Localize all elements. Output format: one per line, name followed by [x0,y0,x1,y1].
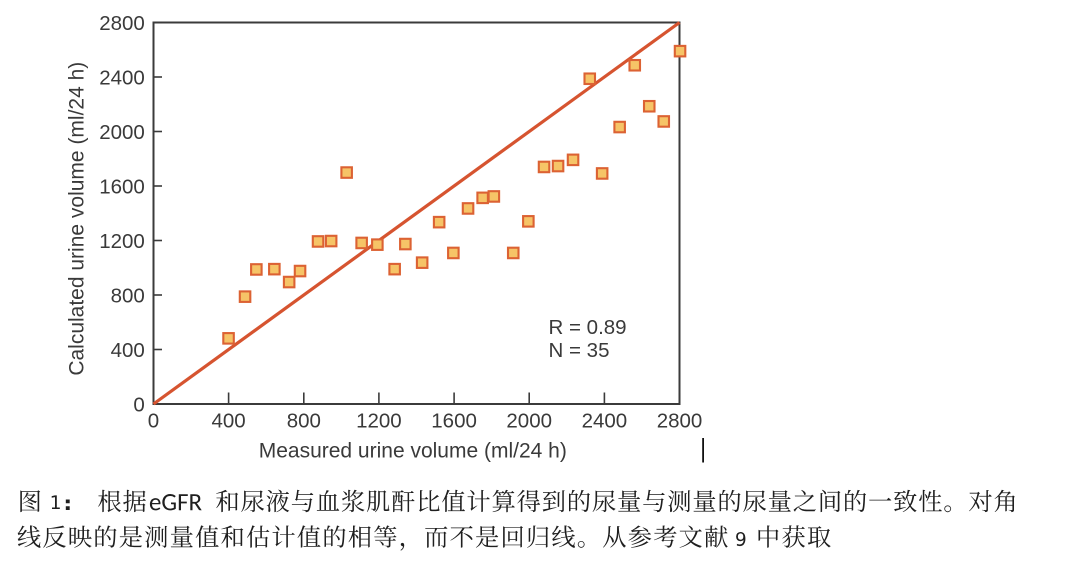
svg-text:0: 0 [148,410,159,433]
svg-text:2000: 2000 [506,410,552,433]
svg-text:1600: 1600 [431,410,477,433]
svg-text:0: 0 [133,393,144,416]
svg-text:2800: 2800 [657,410,703,433]
svg-text:800: 800 [287,410,321,433]
svg-text:400: 400 [111,339,145,362]
svg-text:1600: 1600 [99,175,145,198]
svg-text:Calculated urine volume (ml/24: Calculated urine volume (ml/24 h) [66,62,89,376]
svg-text:2400: 2400 [582,410,628,433]
svg-text:1200: 1200 [99,230,145,253]
svg-text:400: 400 [211,410,245,433]
svg-text:2800: 2800 [99,12,145,35]
svg-text:2400: 2400 [99,66,145,89]
svg-text:800: 800 [111,284,145,307]
svg-text:N = 35: N = 35 [549,339,610,362]
svg-text:Measured urine volume (ml/24 h: Measured urine volume (ml/24 h) [259,440,567,463]
svg-text:2000: 2000 [99,121,145,144]
svg-text:R = 0.89: R = 0.89 [549,316,627,339]
svg-text:1200: 1200 [356,410,402,433]
